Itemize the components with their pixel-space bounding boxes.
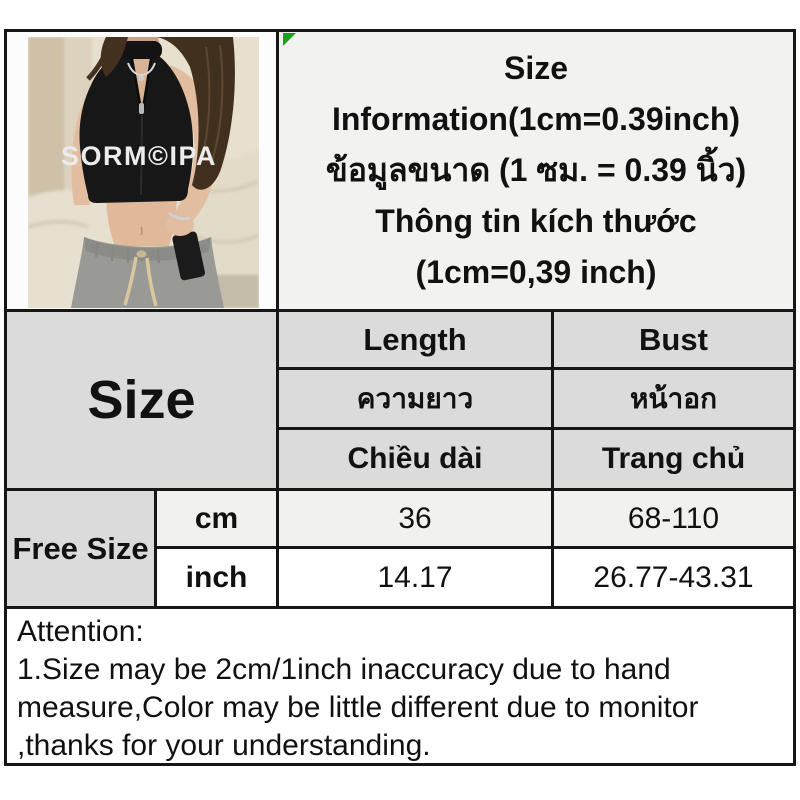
size-info-line-en-2: Information(1cm=0.39inch) bbox=[331, 101, 741, 137]
size-info-line-en-1: Size bbox=[503, 50, 569, 86]
attention-line-3: ,thanks for your understanding. bbox=[17, 729, 431, 762]
size-info-line-vi-1: Thông tin kích thước bbox=[375, 203, 697, 239]
unit-cell-inch: inch bbox=[157, 549, 276, 606]
value-length-cm: 36 bbox=[279, 491, 551, 546]
attention-line-2: measure,Color may be little different du… bbox=[17, 691, 699, 724]
product-brand-text: SORM©IPA bbox=[61, 141, 217, 171]
attention-line-1: 1.Size may be 2cm/1inch inaccuracy due t… bbox=[17, 653, 671, 686]
attention-title: Attention: bbox=[17, 615, 144, 648]
attention-note: Attention: 1.Size may be 2cm/1inch inacc… bbox=[7, 609, 793, 763]
unit-cell-cm: cm bbox=[157, 491, 276, 546]
size-info-line-vi-2: (1cm=0,39 inch) bbox=[415, 254, 657, 290]
product-photo-image: SORM©IPA bbox=[28, 37, 259, 308]
green-corner-marker-icon bbox=[283, 33, 296, 46]
value-bust-inch: 26.77-43.31 bbox=[554, 549, 793, 606]
size-label: Size bbox=[87, 370, 196, 430]
value-bust-cm: 68-110 bbox=[554, 491, 793, 546]
header-bust-th: หน้าอก bbox=[554, 370, 793, 427]
header-length-th: ความยาว bbox=[279, 370, 551, 427]
header-bust-en: Bust bbox=[554, 312, 793, 367]
header-length-vi: Chiều dài bbox=[279, 430, 551, 488]
product-photo-cell: SORM©IPA bbox=[7, 32, 276, 309]
value-length-inch: 14.17 bbox=[279, 549, 551, 606]
model-figure: SORM©IPA bbox=[61, 37, 235, 308]
row-label-free-size: Free Size bbox=[7, 491, 154, 606]
size-info-cell: Size Information(1cm=0.39inch) ข้อมูลขนา… bbox=[279, 32, 793, 309]
size-column-header: Size bbox=[7, 312, 276, 488]
size-info-line-th: ข้อมูลขนาด (1 ซม. = 0.39 นิ้ว) bbox=[325, 152, 747, 188]
header-bust-vi: Trang chủ bbox=[554, 430, 793, 488]
header-length-en: Length bbox=[279, 312, 551, 367]
size-chart-table: SORM©IPA Size Information(1cm=0.39inch) … bbox=[4, 29, 796, 766]
